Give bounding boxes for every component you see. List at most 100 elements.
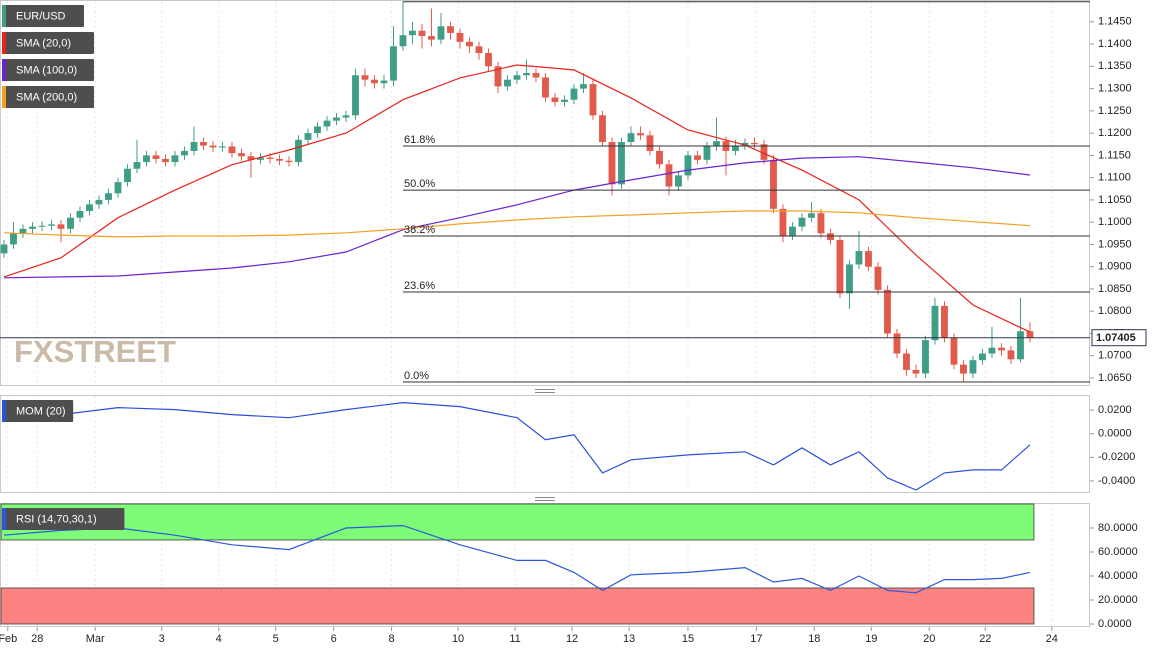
sma-line [3,210,1031,238]
candle-body [114,182,122,194]
candle-body [485,52,492,67]
candle-body [865,251,872,267]
candle-body [732,145,739,151]
candle-body [694,155,701,160]
candle-body [257,157,264,160]
fib-label: 23.6% [404,280,435,292]
candle-body [656,150,663,165]
candle-body [38,225,46,227]
candle-body [713,141,720,147]
candle-body [171,155,179,163]
legend-entry-box [2,400,74,422]
candle-body [960,364,967,374]
candle-body [133,162,141,169]
legend-entry-swatch [2,400,6,422]
y-tick-label: 0.0000 [1098,618,1132,630]
fib-label: 50.0% [404,178,435,190]
y-tick-label: 1.0850 [1098,283,1132,295]
legend-layer: 1.07405 EUR/USD SMA (20,0) SMA (100,0) SMA (… [2,5,1147,530]
candle-body [494,66,502,87]
y-tick-label: 1.1250 [1098,105,1132,117]
y-tick-label: 1.0950 [1098,238,1132,250]
candle-body [827,233,834,240]
resize-handles[interactable] [535,389,555,501]
legend-entry-swatch [2,5,6,27]
candle-body [95,199,103,205]
candle-body [57,224,65,229]
labels-layer: 1.1450 1.1400 1.1350 1.1300 1.1250 1.1200 1.11… [0,16,1138,645]
candle-body [143,155,150,163]
candle-body [361,75,369,80]
sma-line [3,156,1031,279]
last-price-badge [1091,329,1147,347]
y-tick-label: 0.0200 [1098,404,1132,416]
candle-body [162,158,169,163]
candle-body [323,120,331,127]
candle-body [912,369,920,374]
legend-entry-box [2,59,94,81]
candle-body [399,35,407,47]
y-tick-label: 1.1200 [1098,127,1132,139]
x-tick-label: 5 [273,633,279,645]
candle-body [418,30,426,37]
y-tick-label: 80.0000 [1098,522,1138,534]
candle-body [941,305,948,338]
candle-body [637,133,644,136]
candle-body [836,239,844,294]
candle-body [76,211,84,218]
rsi-panel-frame [0,503,1090,627]
y-tick-label: 40.0000 [1098,570,1138,582]
main-panel-frame [0,0,1090,386]
candle-body [276,158,283,161]
candle-body [29,226,36,229]
x-tick-label: 13 [623,633,635,645]
marks-layer [0,1,1034,383]
y-tick-label: 1.1150 [1098,149,1131,161]
legend-entry: RSI (14,70,30,1) [16,513,97,525]
fib-label: 38.2% [404,224,435,236]
candle-body [884,289,891,334]
candle-body [295,139,302,163]
y-tick-label: 1.1400 [1098,38,1132,50]
y-tick-label: 1.1450 [1098,16,1132,28]
x-tick-label: Mar [86,633,105,645]
candle-body [105,193,112,200]
legend-entry-swatch [2,59,6,81]
candle-body [817,213,825,234]
candle-body [903,353,910,370]
candle-body [209,145,217,148]
candle-body [181,150,188,156]
candle-body [466,41,473,47]
y-tick-label: 1.0700 [1098,350,1132,362]
candle-body [893,333,901,354]
candle-body [665,164,673,187]
candle-body [846,264,853,294]
candle-body [741,142,749,146]
legend-entry: SMA (100,0) [16,64,77,76]
candle-body [646,135,654,151]
candle-body [770,159,777,209]
candle-body [124,168,131,183]
candle-body [342,115,350,118]
legend-entry: MOM (20) [16,405,66,417]
x-tick-label: 10 [452,633,464,645]
x-tick-label: 4 [216,633,222,645]
x-tick-label: 15 [682,633,694,645]
candle-body [19,228,27,234]
candle-body [551,97,559,102]
sma-line [3,64,1031,333]
candle-body [779,208,787,236]
zones-layer [0,503,1035,625]
legend-entry: SMA (200,0) [16,91,77,103]
x-tick-label: 6 [331,633,337,645]
indicator-line [3,401,1031,491]
rsi-zone [0,587,1035,625]
candle-body [950,337,958,365]
candle-body [751,142,758,145]
y-tick-label: 0.0000 [1098,428,1132,440]
y-tick-label: 1.1350 [1098,60,1132,72]
y-tick-label: 1.1050 [1098,194,1132,206]
candle-body [684,155,692,176]
candle-body [760,144,768,160]
